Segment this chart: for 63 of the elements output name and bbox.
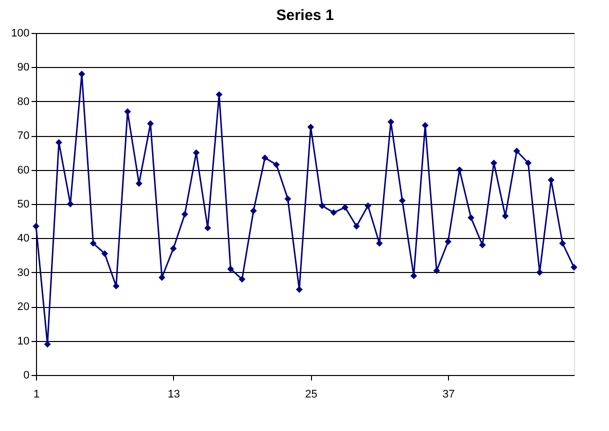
point <box>330 209 337 216</box>
y-tick-label: 70 <box>17 130 30 142</box>
x-tick-label: 25 <box>305 388 318 400</box>
point <box>376 240 383 247</box>
point <box>468 214 474 222</box>
point <box>170 245 177 252</box>
point <box>548 176 554 184</box>
y-tick-label: 90 <box>17 62 30 74</box>
point <box>56 139 62 146</box>
point <box>570 264 578 271</box>
point <box>502 212 509 220</box>
point <box>353 222 360 230</box>
point <box>536 269 544 276</box>
point <box>181 210 188 218</box>
point <box>513 148 520 154</box>
point <box>147 120 154 127</box>
point <box>192 149 200 156</box>
point <box>284 196 292 202</box>
point <box>296 286 303 293</box>
point <box>216 91 223 98</box>
point <box>524 160 532 166</box>
y-tick-label: 10 <box>17 335 30 348</box>
x-tick-label: 1 <box>33 388 40 400</box>
point <box>318 202 326 210</box>
point <box>433 267 440 274</box>
y-tick-label: 40 <box>17 232 30 245</box>
y-tick-label: 80 <box>17 96 30 108</box>
point <box>101 250 108 257</box>
point <box>124 108 131 116</box>
point <box>479 242 486 248</box>
point <box>112 282 120 290</box>
point <box>78 70 86 78</box>
point <box>307 124 314 130</box>
point <box>66 200 74 208</box>
y-tick-label: 20 <box>17 301 30 314</box>
point <box>32 222 40 230</box>
point <box>136 180 142 187</box>
point <box>398 197 406 204</box>
point <box>364 202 372 210</box>
x-tick-label: 37 <box>442 388 455 400</box>
point <box>490 160 498 166</box>
point <box>410 272 418 280</box>
y-tick-label: 60 <box>17 164 30 176</box>
chart-title: Series 1 <box>276 7 334 24</box>
point <box>158 274 166 281</box>
x-tick-label: 13 <box>168 388 180 400</box>
y-tick-label: 30 <box>17 266 30 279</box>
y-tick-label: 50 <box>17 198 30 210</box>
point <box>44 340 51 348</box>
y-tick-label: 100 <box>11 28 30 40</box>
point <box>273 161 280 168</box>
point <box>238 276 246 283</box>
point <box>90 240 97 247</box>
point <box>387 118 394 126</box>
point <box>559 240 566 247</box>
point <box>250 207 257 214</box>
point <box>444 238 452 245</box>
point <box>227 266 234 272</box>
point <box>422 122 429 129</box>
point <box>262 154 268 162</box>
point <box>342 204 348 211</box>
y-tick-label: 0 <box>23 370 30 382</box>
point <box>204 224 212 232</box>
